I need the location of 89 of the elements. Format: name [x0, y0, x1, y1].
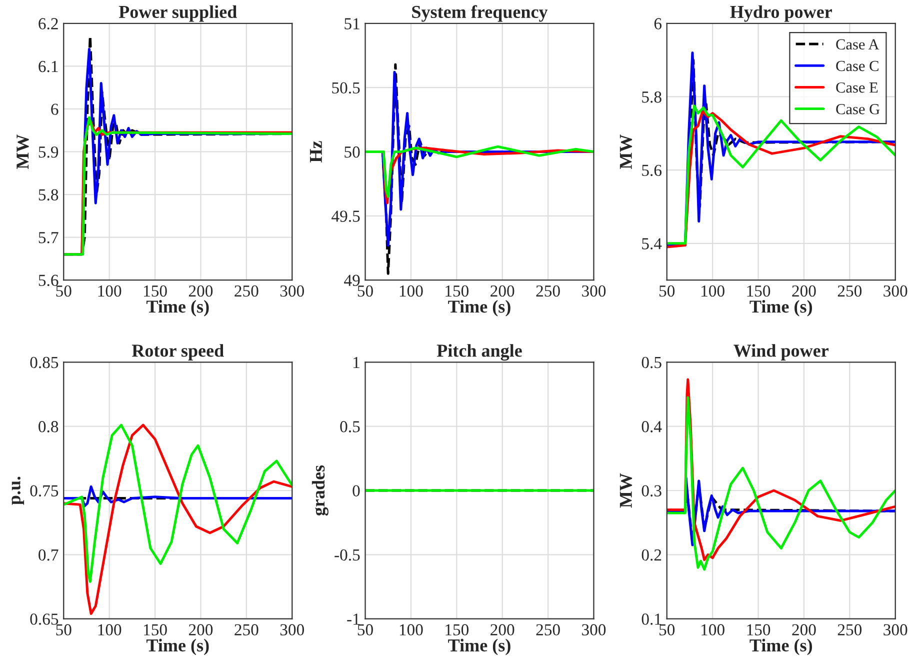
- y-tick-label: 0.1: [642, 614, 662, 625]
- y-tick-label: 0.2: [642, 549, 662, 561]
- y-tick-label: 6: [654, 18, 662, 30]
- legend-label: Case E: [836, 82, 878, 93]
- y-tick-label: 0.8: [38, 421, 58, 432]
- x-tick-label: 250: [536, 624, 560, 636]
- x-tick-label: 300: [884, 624, 908, 636]
- x-axis-title: Time (s): [448, 300, 510, 316]
- x-tick-label: 250: [838, 285, 862, 297]
- x-tick-label: 300: [280, 285, 304, 297]
- y-axis-title: MW: [16, 134, 29, 169]
- y-axis-title: p.u.: [12, 476, 24, 505]
- x-axis-title: Time (s): [750, 638, 812, 656]
- y-tick-label: 0.5: [340, 421, 360, 432]
- chart-title: Hydro power: [730, 5, 832, 22]
- x-tick-label: 200: [792, 285, 816, 297]
- y-tick-label: 50.5: [332, 82, 360, 94]
- y-tick-label: 0.65: [30, 614, 58, 625]
- x-tick-label: 100: [702, 624, 724, 636]
- x-tick-label: 150: [144, 285, 167, 297]
- x-tick-label: 150: [144, 624, 167, 636]
- y-tick-label: 0.7: [38, 549, 58, 561]
- chart-title: Rotor speed: [132, 344, 224, 360]
- y-tick-label: 5.6: [38, 274, 58, 286]
- x-tick-label: 250: [234, 624, 258, 636]
- y-axis-title: MW: [620, 473, 632, 508]
- legend-label: Case C: [836, 60, 878, 72]
- x-tick-label: 250: [234, 285, 258, 297]
- y-tick-label: 6.1: [38, 60, 58, 72]
- y-axis-title: Hz: [310, 141, 322, 162]
- x-tick-label: 200: [490, 624, 514, 636]
- chart-title: Pitch angle: [436, 344, 522, 361]
- x-tick-label: 50: [660, 285, 675, 297]
- line-series: [64, 424, 292, 615]
- line-series: [64, 424, 292, 583]
- x-tick-label: 250: [838, 624, 862, 636]
- x-tick-label: 150: [446, 285, 469, 297]
- x-axis-title: Time (s): [448, 638, 510, 656]
- x-tick-label: 200: [792, 624, 816, 636]
- x-tick-label: 50: [56, 624, 72, 636]
- y-tick-label: 0.75: [30, 485, 58, 497]
- x-tick-label: 100: [98, 624, 122, 636]
- x-tick-label: 100: [702, 285, 724, 297]
- y-tick-label: 6.2: [38, 18, 58, 30]
- y-tick-label: 1: [354, 356, 360, 368]
- y-tick-label: 50: [344, 146, 360, 158]
- x-tick-label: 100: [98, 285, 122, 297]
- y-tick-label: 5.4: [642, 238, 662, 250]
- x-tick-label: 200: [188, 285, 213, 297]
- y-tick-label: 49.5: [332, 210, 360, 222]
- chart-title: Power supplied: [118, 5, 237, 22]
- y-tick-label: 0.3: [642, 485, 662, 497]
- x-tick-label: 50: [56, 285, 72, 297]
- chart-title: Wind power: [734, 344, 828, 360]
- y-tick-label: 0.85: [30, 356, 58, 368]
- legend-label: Case A: [836, 39, 880, 50]
- y-tick-label: -1: [347, 614, 360, 625]
- x-tick-label: 300: [884, 285, 908, 297]
- y-tick-label: 5.6: [642, 164, 662, 176]
- x-tick-label: 100: [400, 285, 423, 297]
- x-tick-label: 250: [536, 285, 560, 297]
- y-tick-label: 0: [352, 485, 360, 496]
- x-axis-title: Time (s): [750, 300, 812, 316]
- y-tick-label: 49: [344, 274, 360, 286]
- x-tick-label: 300: [582, 624, 606, 636]
- x-axis-title: Time (s): [146, 638, 209, 656]
- y-axis-title: grades: [312, 465, 328, 516]
- x-tick-label: 50: [660, 624, 675, 636]
- y-tick-label: 5.7: [38, 232, 58, 244]
- y-tick-label: 6: [51, 104, 58, 115]
- y-tick-label: -0.5: [334, 549, 360, 561]
- y-tick-label: 0.5: [642, 356, 662, 368]
- x-tick-label: 300: [280, 624, 304, 636]
- x-tick-label: 150: [747, 285, 770, 297]
- y-tick-label: 5.8: [38, 189, 58, 201]
- x-tick-label: 150: [747, 624, 770, 636]
- x-tick-label: 150: [446, 624, 469, 636]
- y-tick-label: 51: [344, 18, 360, 30]
- y-tick-label: 5.9: [38, 146, 58, 158]
- x-tick-label: 300: [582, 285, 606, 297]
- y-axis-title: MW: [620, 134, 632, 169]
- chart-title: System frequency: [412, 5, 548, 22]
- x-tick-label: 200: [490, 285, 514, 297]
- x-tick-label: 100: [400, 624, 423, 636]
- x-axis-title: Time (s): [146, 300, 209, 316]
- y-tick-label: 0.4: [642, 421, 662, 432]
- legend-label: Case G: [836, 104, 880, 114]
- y-tick-label: 5.8: [642, 91, 662, 103]
- x-tick-label: 200: [188, 624, 213, 636]
